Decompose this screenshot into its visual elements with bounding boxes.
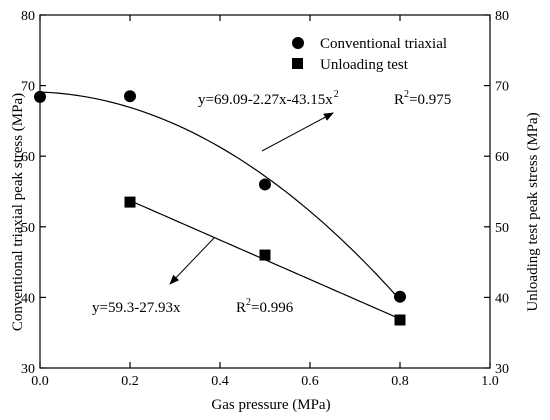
r2-quadratic-sup: 2 — [404, 89, 409, 100]
legend-label-unloading: Unloading test — [320, 57, 409, 73]
r2-quadratic: R2=0.975 — [394, 89, 451, 108]
y-tick-label-right: 30 — [495, 362, 509, 377]
r2-quadratic-prefix: R — [394, 92, 404, 108]
r2-quadratic-value: =0.975 — [409, 92, 451, 108]
legend-marker-unloading — [292, 58, 303, 69]
point-conventional — [124, 90, 136, 103]
x-tick-label: 0.6 — [301, 374, 319, 389]
equation-linear: y=59.3-27.93x — [92, 300, 181, 316]
point-conventional — [34, 90, 46, 103]
data-markers — [34, 90, 406, 326]
y-tick-label-left: 30 — [21, 362, 35, 377]
y-tick-label-right: 70 — [495, 80, 509, 95]
x-axis-label: Gas pressure (MPa) — [211, 397, 330, 413]
y-tick-label-right: 60 — [495, 150, 509, 165]
y-axis-label-right: Unloading test peak stress (MPa) — [525, 112, 541, 311]
annotation-linear: y=59.3-27.93x R2=0.996 — [92, 237, 294, 316]
x-tick-label: 0.4 — [211, 374, 229, 389]
x-tick-label: 0.2 — [121, 374, 139, 389]
y-tick-label-right: 80 — [495, 9, 509, 24]
point-conventional — [259, 178, 271, 191]
x-tick-label: 1.0 — [481, 374, 499, 389]
legend-label-conventional: Conventional triaxial — [320, 36, 447, 52]
fit-curves — [39, 91, 401, 320]
y-tick-label-left: 50 — [21, 221, 35, 236]
plot-frame — [39, 14, 491, 369]
point-unloading — [124, 196, 136, 208]
x-tick-label: 0.0 — [31, 374, 49, 389]
r2-linear-sup: 2 — [246, 297, 251, 308]
equation-quadratic: y=69.09-2.27x-43.15x2 — [198, 89, 339, 108]
r2-linear-value: =0.996 — [251, 300, 294, 316]
arrow-linear — [169, 237, 215, 285]
r2-linear: R2=0.996 — [236, 297, 294, 316]
y-tick-label-right: 40 — [495, 291, 509, 306]
y-tick-label-left: 60 — [21, 150, 35, 165]
x-tick-label: 0.8 — [391, 374, 409, 389]
y-tick-label-right: 50 — [495, 221, 509, 236]
fit-curve-conventional — [39, 91, 401, 301]
equation-quadratic-exponent: 2 — [334, 89, 339, 100]
arrow-quadratic — [261, 112, 334, 152]
y-tick-label-left: 80 — [21, 9, 35, 24]
y-tick-label-left: 40 — [21, 291, 35, 306]
legend-marker-conventional — [292, 37, 304, 49]
annotation-quadratic: y=69.09-2.27x-43.15x2 R2=0.975 — [198, 89, 451, 152]
legend: Conventional triaxial Unloading test — [292, 36, 447, 73]
y-axis-label-left: Conventional triaxial peak stress (MPa) — [10, 93, 26, 331]
r2-linear-prefix: R — [236, 300, 246, 316]
point-conventional — [394, 290, 406, 303]
point-unloading — [394, 314, 406, 326]
point-unloading — [259, 249, 271, 261]
axes — [39, 14, 491, 369]
equation-quadratic-text: y=69.09-2.27x-43.15x — [198, 92, 333, 108]
y-tick-label-left: 70 — [21, 80, 35, 95]
